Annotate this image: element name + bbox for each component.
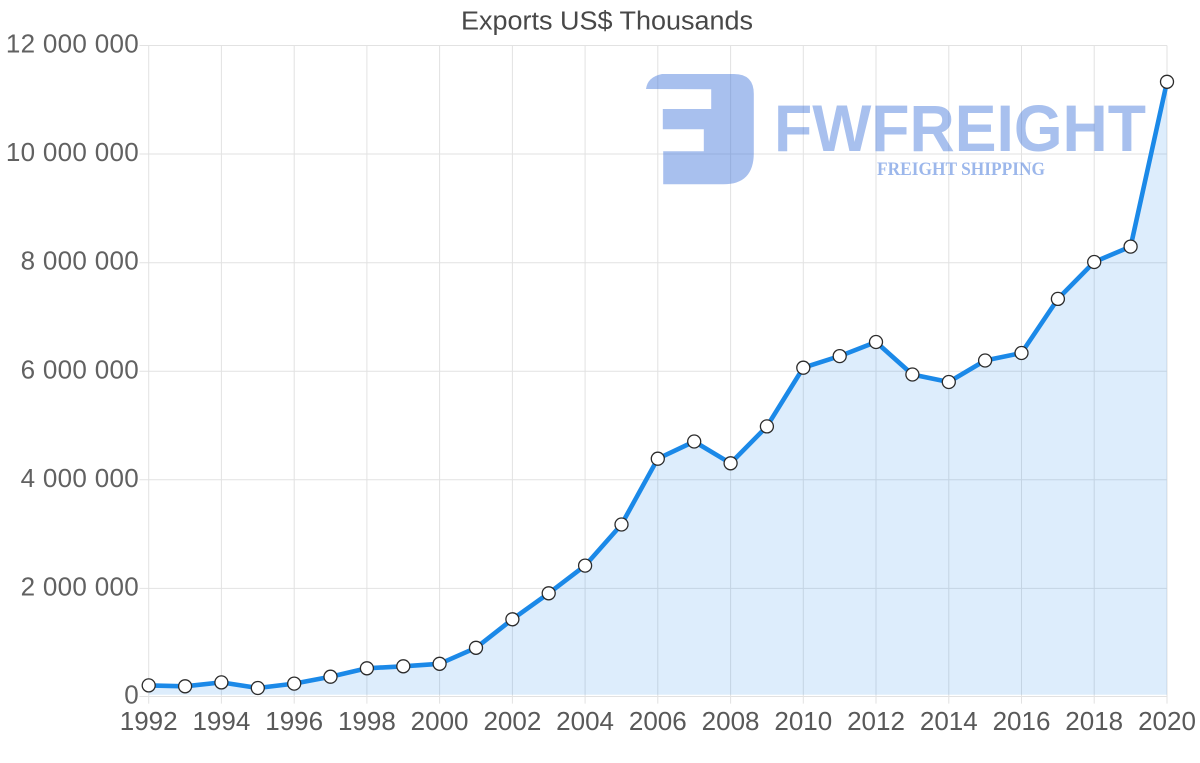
svg-text:2016: 2016 [993,706,1051,736]
svg-text:2000: 2000 [411,706,469,736]
svg-text:2012: 2012 [847,706,905,736]
svg-text:FWFREIGHT: FWFREIGHT [774,92,1146,165]
svg-text:1996: 1996 [265,706,323,736]
svg-text:FREIGHT SHIPPING: FREIGHT SHIPPING [877,159,1045,180]
svg-text:6 000 000: 6 000 000 [21,354,139,384]
svg-text:10 000 000: 10 000 000 [6,137,139,167]
svg-text:2014: 2014 [920,706,978,736]
svg-text:4 000 000: 4 000 000 [21,463,139,493]
svg-text:1994: 1994 [192,706,250,736]
svg-text:2 000 000: 2 000 000 [21,571,139,601]
svg-text:2008: 2008 [702,706,760,736]
svg-text:1992: 1992 [120,706,178,736]
svg-text:2002: 2002 [483,706,541,736]
svg-text:2004: 2004 [556,706,614,736]
svg-text:0: 0 [124,680,139,710]
svg-text:1998: 1998 [338,706,396,736]
svg-text:2006: 2006 [629,706,687,736]
svg-text:12 000 000: 12 000 000 [6,29,139,59]
svg-text:Exports US$ Thousands: Exports US$ Thousands [461,8,753,36]
svg-text:2018: 2018 [1065,706,1123,736]
svg-text:2010: 2010 [774,706,832,736]
svg-text:8 000 000: 8 000 000 [21,246,139,276]
svg-text:2020: 2020 [1138,706,1196,736]
